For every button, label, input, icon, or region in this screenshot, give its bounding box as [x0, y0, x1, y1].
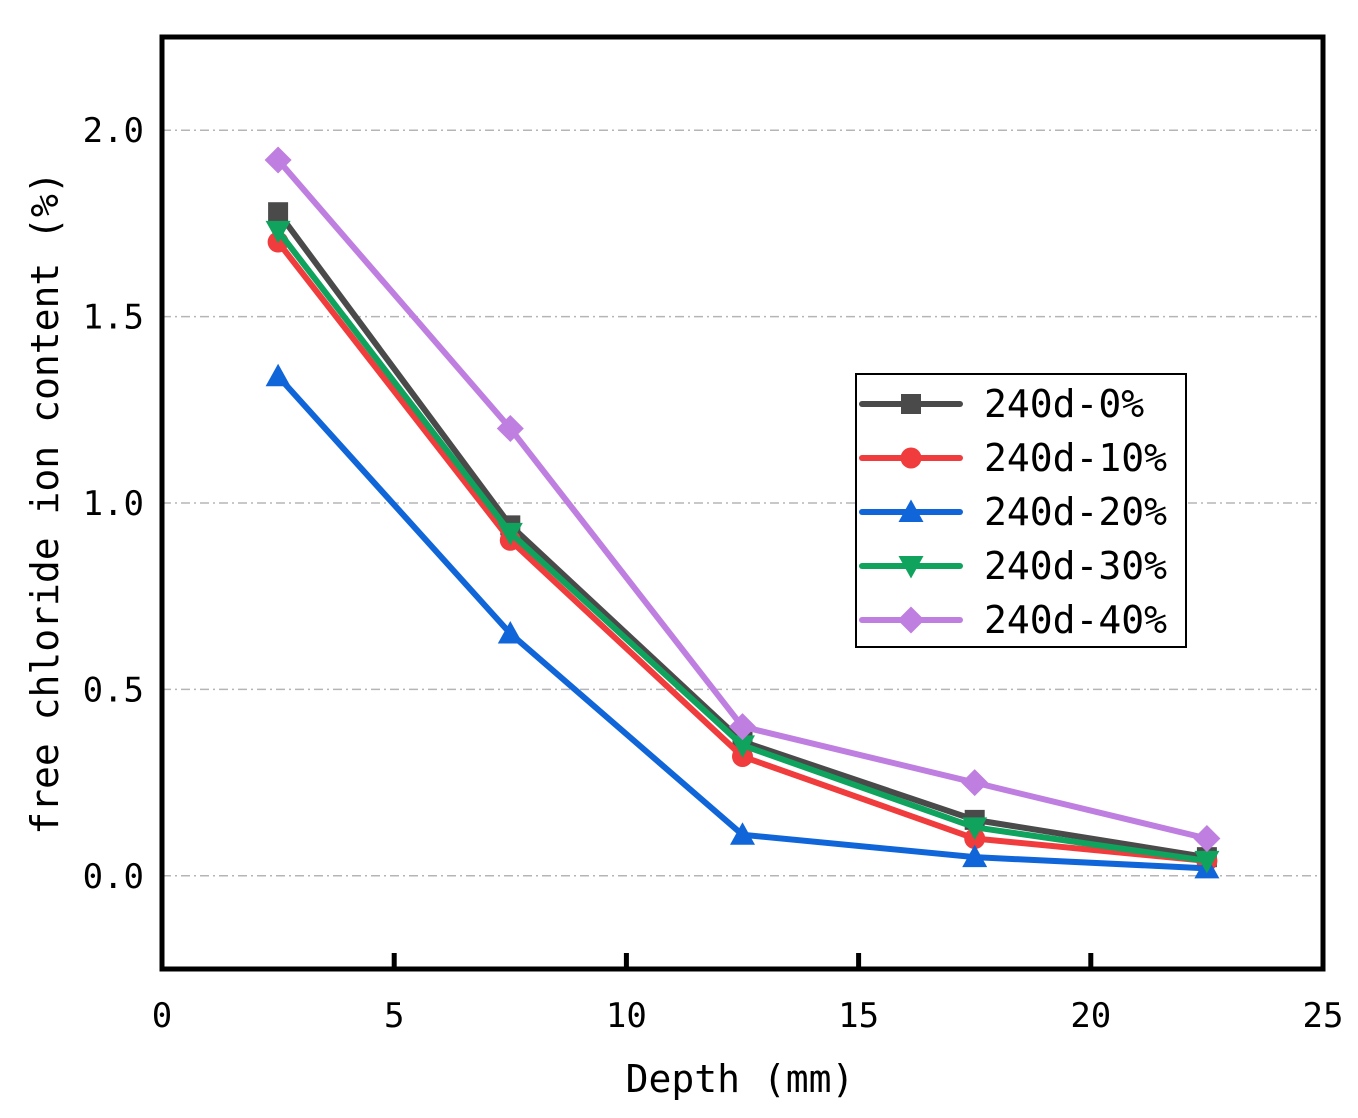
- series-3-point-4: [1194, 850, 1220, 874]
- series-3-point-3: [962, 817, 988, 840]
- legend-marker-3: [898, 556, 924, 579]
- x-tick-label-5: 25: [1303, 996, 1344, 1036]
- x-tick-label-4: 20: [1070, 996, 1111, 1036]
- legend-label-2: 240d-20%: [984, 490, 1167, 534]
- legend: 240d-0% 240d-10% 240d-20% 240d-30% 240d-40%: [855, 373, 1187, 648]
- x-tick-label-3: 15: [838, 996, 879, 1036]
- series-4: [264, 146, 1221, 853]
- series-2: [265, 363, 1220, 879]
- series-0-point-0: [268, 202, 289, 223]
- legend-marker-4: [897, 606, 925, 634]
- series-4-point-4: [1193, 825, 1221, 853]
- plot-frame: [159, 34, 1326, 972]
- y-tick-label-0: 0.0: [83, 857, 144, 897]
- series-3-point-0: [265, 220, 291, 244]
- series-layer: [264, 146, 1221, 879]
- y-tick-label-4: 2.0: [83, 111, 144, 151]
- y-tick-label-3: 1.5: [83, 298, 144, 338]
- legend-label-0: 240d-0%: [984, 382, 1144, 426]
- y-axis-title: free chloride ion content (%): [23, 171, 67, 834]
- legend-label-3: 240d-30%: [984, 544, 1167, 588]
- legend-item-3: 240d-30%: [859, 544, 1167, 588]
- legend-item-4: 240d-40%: [859, 598, 1167, 642]
- x-tick-label-1: 5: [384, 996, 404, 1036]
- axis-ticks: 0 5 10 15 20 25 0.0 0.5 1.0 1.5 2.0: [83, 111, 1344, 1036]
- series-3-point-1: [497, 522, 523, 546]
- x-tick-label-2: 10: [606, 996, 647, 1036]
- series-4-point-2: [729, 713, 756, 741]
- legend-marker-0: [901, 394, 921, 414]
- series-3: [265, 220, 1220, 874]
- series-4-point-0: [264, 146, 292, 174]
- series-2-point-2: [730, 822, 755, 845]
- x-axis-title: Depth (mm): [626, 1057, 855, 1101]
- series-2-point-0: [265, 363, 291, 387]
- y-tick-label-2: 1.0: [83, 484, 144, 524]
- legend-item-2: 240d-20%: [859, 490, 1167, 534]
- x-tick-label-0: 0: [152, 996, 172, 1036]
- series-2-point-3: [962, 844, 988, 868]
- series-4-point-1: [496, 414, 524, 442]
- y-tick-label-1: 0.5: [83, 670, 144, 710]
- series-2-point-1: [497, 620, 523, 644]
- legend-item-0: 240d-0%: [859, 382, 1144, 426]
- legend-marker-1: [900, 447, 922, 469]
- series-4-point-3: [961, 769, 989, 797]
- legend-label-4: 240d-40%: [984, 598, 1167, 642]
- legend-item-1: 240d-10%: [859, 436, 1167, 480]
- legend-label-1: 240d-10%: [984, 436, 1167, 480]
- legend-marker-2: [898, 499, 924, 522]
- series-3-point-2: [730, 735, 755, 758]
